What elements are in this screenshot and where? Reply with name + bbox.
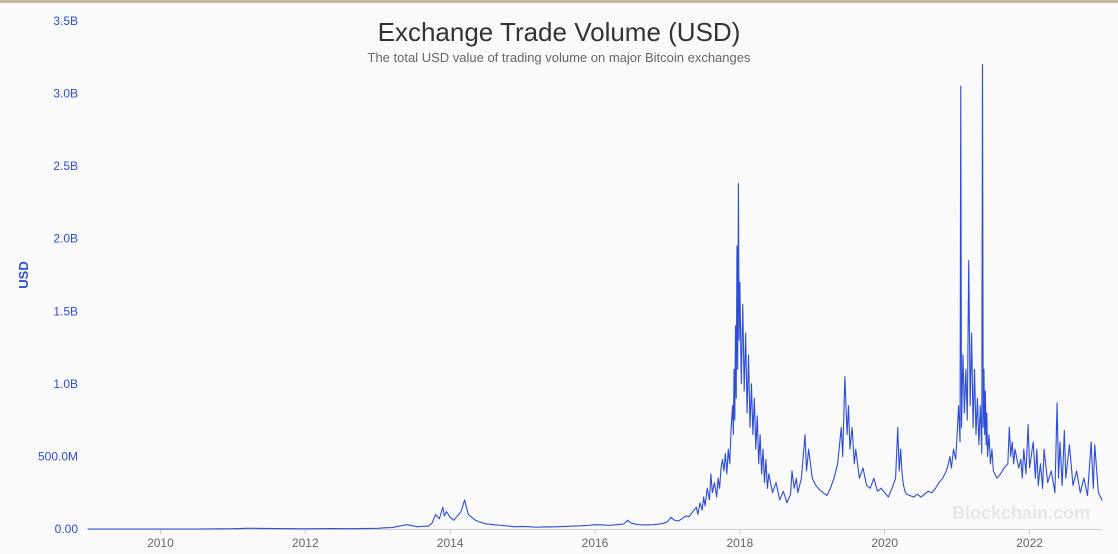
y-axis-label: USD xyxy=(16,261,31,288)
chart-svg: 0.00 500.0M 1.0B 1.5B 2.0B 2.5B 3.0B 3.5B 2010 20… xyxy=(0,3,1118,554)
y-tick-label: 500.0M xyxy=(38,449,78,463)
x-tick-label: 2010 xyxy=(147,536,174,550)
chart-plot-area: 0.00 500.0M 1.0B 1.5B 2.0B 2.5B 3.0B 3.5B 2010 20… xyxy=(0,3,1118,554)
x-tick-label: 2014 xyxy=(437,536,464,550)
y-tick-label: 1.5B xyxy=(53,304,78,318)
y-tick-label: 2.0B xyxy=(53,232,78,246)
y-tick-label: 3.0B xyxy=(53,87,78,101)
x-tick-label: 2012 xyxy=(292,536,319,550)
y-tick-label: 3.5B xyxy=(53,14,78,28)
x-tick-label: 2022 xyxy=(1016,536,1043,550)
x-tick-label: 2018 xyxy=(727,536,754,550)
y-tick-label: 2.5B xyxy=(53,159,78,173)
x-tick-label: 2020 xyxy=(871,536,898,550)
y-tick-label: 1.0B xyxy=(53,377,78,391)
x-tick-label: 2016 xyxy=(582,536,609,550)
y-tick-label: 0.00 xyxy=(55,522,79,536)
series-line xyxy=(88,65,1102,529)
